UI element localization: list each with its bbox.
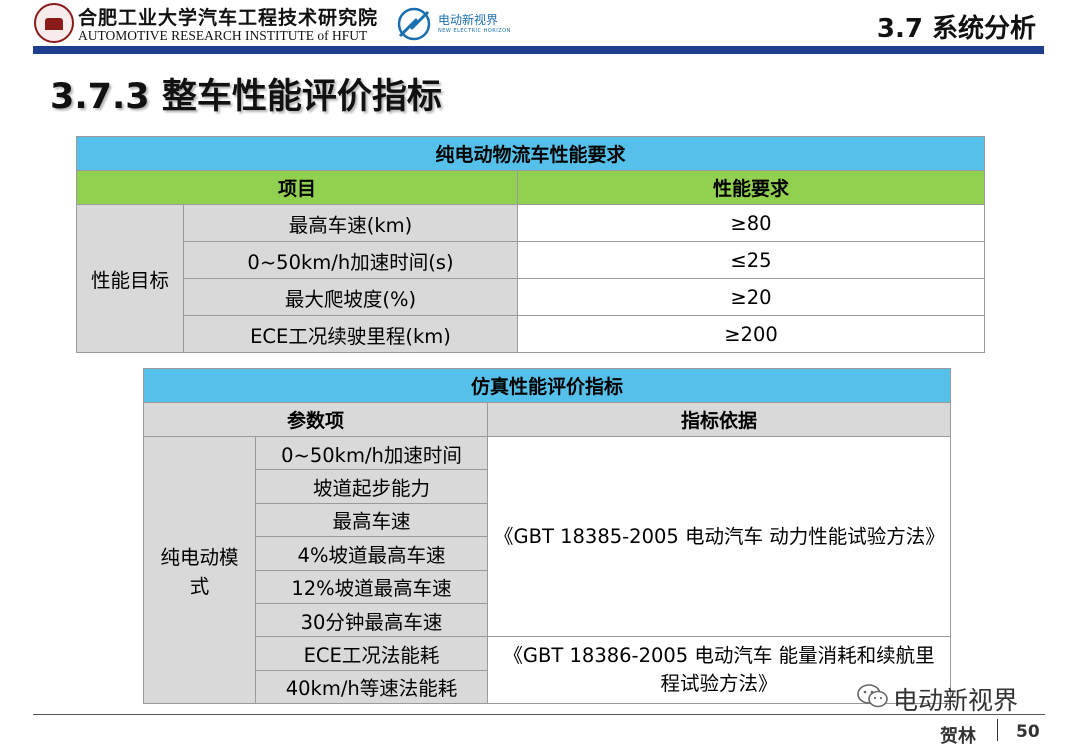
table2-parameter: 0~50km/h加速时间 [255,435,488,471]
section-title: 3.7 系统分析 [876,14,1036,44]
author-name: 贺林 [940,726,976,747]
table-row: 12%坡道最高车速 [144,569,951,604]
brand-name-cn: 电动新视界 [438,13,499,27]
table-row: ECE工况续驶里程(km) ≥200 [77,315,985,353]
table2-parameter: 最高车速 [255,502,488,538]
brand-name-en: NEW ELECTRIC HORIZON [438,28,511,34]
wechat-icon [857,684,888,708]
page-number: 50 [1016,722,1040,742]
university-name-en: AUTOMOTIVE RESEARCH INSTITUTE of HFUT [78,28,368,43]
simulation-indicators-table: 仿真性能评价指标 参数项 指标依据 纯电动模式 0~50km/h加速时间 《GB… [142,368,952,705]
table1-group-label: 性能目标 [76,204,184,353]
table1-requirement: ≥80 [517,204,985,242]
table2-title: 仿真性能评价指标 [142,368,952,403]
table-row: ECE工况法能耗 《GBT 18386-2005 电动汽车 能量消耗和续航里程试… [144,636,952,705]
table2-group-label: 纯电动模式 [143,435,256,705]
table2-header-parameter: 参数项 [143,402,488,437]
table1-item: 0~50km/h加速时间(s) [183,241,518,279]
table2-parameter: 30分钟最高车速 [255,602,488,638]
performance-requirements-table: 纯电动物流车性能要求 项目 性能要求 性能目标 最高车速(km) ≥80 0~5… [76,136,985,353]
brand-logo-icon [397,7,431,41]
table2-parameter: 12%坡道最高车速 [255,569,488,604]
table-row: 纯电动模式 0~50km/h加速时间 《GBT 18385-2005 电动汽车 … [143,435,952,705]
footer-divider [33,714,1045,715]
table2-parameter: ECE工况法能耗 [255,636,488,671]
university-logo [34,3,74,43]
table-row: 0~50km/h加速时间(s) ≤25 [77,241,985,279]
table2-parameter: 40km/h等速法能耗 [255,669,488,705]
table1-requirement: ≥20 [517,278,985,316]
table-row: 40km/h等速法能耗 [144,669,951,705]
table1-header-item: 项目 [76,170,518,205]
table1-item: ECE工况续驶里程(km) [183,315,518,353]
page-title: 3.7.3 整车性能评价指标 [50,77,442,117]
table1-item: 最高车速(km) [183,204,518,242]
table1-item: 最大爬坡度(%) [183,278,518,316]
table-row: 30分钟最高车速 [144,602,951,638]
table2-basis-dynamic: 《GBT 18385-2005 电动汽车 动力性能试验方法》 [486,435,952,638]
watermark-text: 电动新视界 [893,686,1019,715]
table2-parameter: 坡道起步能力 [255,469,488,504]
table2-parameter: 4%坡道最高车速 [255,536,488,571]
university-name-cn: 合肥工业大学汽车工程技术研究院 [78,7,379,29]
table2-header-basis: 指标依据 [486,402,952,437]
table1-title: 纯电动物流车性能要求 [76,136,985,171]
footer-separator [997,719,998,741]
table-row: 4%坡道最高车速 [144,536,951,571]
table1-requirement: ≥200 [517,315,985,353]
table-row: 最大爬坡度(%) ≥20 [77,278,985,316]
table-row: 最高车速 [144,502,951,538]
table1-requirement: ≤25 [517,241,985,279]
table1-header-requirement: 性能要求 [517,170,985,205]
table-row: 性能目标 最高车速(km) ≥80 [76,204,985,353]
header-divider [33,46,1044,54]
